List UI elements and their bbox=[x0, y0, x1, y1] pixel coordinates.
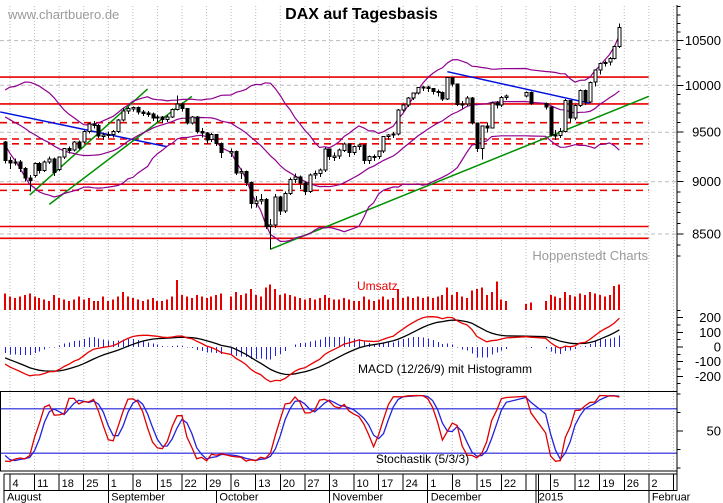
svg-text:December: December bbox=[431, 492, 482, 503]
svg-text:26: 26 bbox=[627, 478, 639, 490]
svg-text:-200: -200 bbox=[695, 369, 721, 384]
watermark: www.chartbuero.de bbox=[8, 7, 120, 22]
svg-text:29: 29 bbox=[209, 478, 221, 490]
svg-text:9000: 9000 bbox=[692, 174, 721, 189]
svg-text:10500: 10500 bbox=[685, 33, 721, 48]
svg-text:17: 17 bbox=[381, 478, 393, 490]
svg-text:15: 15 bbox=[160, 478, 172, 490]
svg-text:November: November bbox=[332, 492, 383, 503]
svg-text:200: 200 bbox=[699, 310, 721, 325]
page-title: DAX auf Tagesbasis bbox=[285, 6, 438, 23]
svg-text:25: 25 bbox=[86, 478, 98, 490]
svg-text:1: 1 bbox=[430, 478, 436, 490]
svg-text:100: 100 bbox=[699, 325, 721, 340]
svg-text:13: 13 bbox=[258, 478, 270, 490]
svg-text:4: 4 bbox=[13, 478, 19, 490]
svg-text:-100: -100 bbox=[695, 354, 721, 369]
svg-text:8: 8 bbox=[135, 478, 141, 490]
svg-text:10000: 10000 bbox=[685, 78, 721, 93]
svg-text:September: September bbox=[111, 492, 165, 503]
svg-text:8500: 8500 bbox=[692, 226, 721, 241]
svg-text:6: 6 bbox=[234, 478, 240, 490]
chart-credit: Hoppenstedt Charts bbox=[532, 248, 648, 263]
svg-text:12: 12 bbox=[578, 478, 590, 490]
svg-text:22: 22 bbox=[184, 478, 196, 490]
svg-text:10: 10 bbox=[356, 478, 368, 490]
volume-panel-label: Umsatz bbox=[357, 279, 398, 293]
svg-text:50: 50 bbox=[707, 424, 721, 439]
svg-text:8: 8 bbox=[455, 478, 461, 490]
svg-text:15: 15 bbox=[479, 478, 491, 490]
svg-text:24: 24 bbox=[406, 478, 418, 490]
svg-text:2015: 2015 bbox=[539, 492, 563, 503]
svg-text:0: 0 bbox=[714, 340, 721, 355]
svg-text:5: 5 bbox=[553, 478, 559, 490]
svg-text:27: 27 bbox=[307, 478, 319, 490]
svg-text:Februar: Februar bbox=[652, 492, 691, 503]
svg-text:18: 18 bbox=[62, 478, 74, 490]
svg-text:19: 19 bbox=[602, 478, 614, 490]
svg-text:October: October bbox=[219, 492, 258, 503]
svg-text:3: 3 bbox=[332, 478, 338, 490]
stochastic-panel-label: Stochastik (5/3/3) bbox=[375, 452, 470, 466]
svg-text:1: 1 bbox=[111, 478, 117, 490]
svg-text:22: 22 bbox=[504, 478, 516, 490]
svg-text:August: August bbox=[7, 492, 41, 503]
macd-panel-label: MACD (12/26/9) mit Histogramm bbox=[357, 362, 533, 376]
svg-text:2: 2 bbox=[651, 478, 657, 490]
svg-text:9500: 9500 bbox=[692, 125, 721, 140]
svg-text:11: 11 bbox=[37, 478, 48, 490]
svg-text:20: 20 bbox=[283, 478, 295, 490]
